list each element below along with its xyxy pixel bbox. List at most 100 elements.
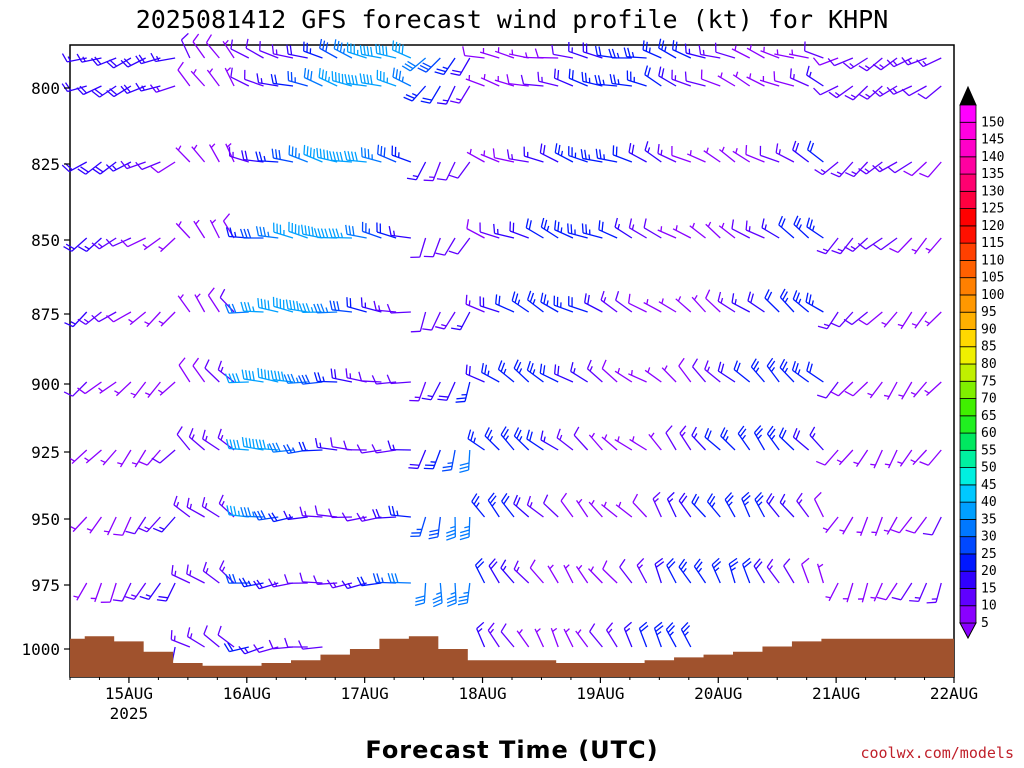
barb-full-feather bbox=[446, 536, 456, 541]
wind-barb bbox=[588, 432, 603, 451]
barb-full-feather bbox=[658, 66, 662, 77]
barb-full-feather bbox=[857, 242, 867, 250]
wind-barb bbox=[346, 42, 367, 59]
wind-barb bbox=[414, 582, 427, 607]
barb-half-feather bbox=[192, 68, 197, 75]
barb-full-feather bbox=[202, 429, 206, 440]
barb-half-feather bbox=[518, 368, 523, 374]
barb-full-feather bbox=[106, 61, 114, 69]
barb-half-feather bbox=[226, 67, 232, 72]
wind-barb bbox=[792, 140, 810, 163]
barb-full-feather bbox=[570, 224, 573, 234]
wind-barb bbox=[746, 44, 765, 59]
barb-full-feather bbox=[554, 143, 558, 153]
barb-half-feather bbox=[210, 143, 216, 149]
barb-full-feather bbox=[513, 494, 518, 505]
wind-barb bbox=[570, 362, 589, 383]
wind-barb bbox=[152, 516, 176, 533]
barb-half-feather bbox=[907, 59, 912, 65]
barb-half-feather bbox=[117, 462, 123, 465]
wind-barb bbox=[328, 508, 352, 519]
wind-barb bbox=[77, 311, 102, 325]
wind-barb bbox=[222, 39, 235, 59]
barb-full-feather bbox=[844, 246, 854, 253]
plot-frame bbox=[69, 44, 955, 678]
barb-half-feather bbox=[196, 293, 201, 299]
barb-full-feather bbox=[755, 561, 763, 570]
wind-barb bbox=[225, 439, 249, 451]
wind-barb bbox=[792, 290, 810, 313]
barb-half-feather bbox=[638, 564, 643, 569]
wind-barb bbox=[386, 303, 411, 314]
barb-full-feather bbox=[750, 293, 754, 303]
barb-full-feather bbox=[366, 46, 370, 56]
barb-half-feather bbox=[631, 224, 635, 230]
colorbar-swatch bbox=[959, 208, 977, 227]
barb-half-feather bbox=[273, 581, 278, 587]
barb-full-feather bbox=[794, 363, 799, 373]
barb-half-feather bbox=[771, 434, 776, 440]
wind-barb bbox=[652, 491, 662, 518]
barb-half-feather bbox=[798, 298, 802, 304]
wind-barb bbox=[202, 561, 220, 584]
wind-barb bbox=[887, 161, 913, 174]
barb-full-feather bbox=[459, 469, 469, 474]
barb-full-feather bbox=[919, 172, 929, 178]
barb-half-feather bbox=[220, 366, 224, 373]
barb-full-feather bbox=[283, 374, 289, 384]
barb-shaft bbox=[801, 564, 810, 584]
barb-full-feather bbox=[872, 63, 882, 71]
barb-full-feather bbox=[332, 151, 337, 161]
barb-full-feather bbox=[205, 34, 213, 44]
barb-full-feather bbox=[733, 360, 738, 370]
barb-full-feather bbox=[796, 492, 803, 502]
barb-half-feather bbox=[849, 62, 855, 68]
barb-full-feather bbox=[235, 373, 240, 383]
wind-barb bbox=[474, 557, 486, 584]
barb-full-feather bbox=[709, 495, 716, 505]
barb-full-feather bbox=[152, 527, 163, 533]
barb-full-feather bbox=[138, 527, 148, 533]
colorbar-swatch bbox=[959, 139, 977, 158]
barb-full-feather bbox=[922, 532, 933, 536]
barb-full-feather bbox=[360, 147, 363, 157]
barb-full-feather bbox=[526, 360, 531, 371]
barb-half-feather bbox=[489, 435, 494, 442]
barb-full-feather bbox=[606, 622, 614, 631]
barb-shaft bbox=[204, 367, 220, 383]
barb-full-feather bbox=[468, 365, 471, 376]
wind-barb bbox=[124, 582, 147, 601]
wind-barb bbox=[448, 161, 471, 179]
barb-full-feather bbox=[298, 375, 304, 385]
barb-full-feather bbox=[241, 369, 245, 380]
barb-full-feather bbox=[684, 71, 687, 82]
wind-barb bbox=[462, 46, 485, 59]
barb-full-feather bbox=[809, 142, 815, 153]
colorbar-label: 55 bbox=[981, 443, 997, 458]
wind-barb bbox=[693, 558, 707, 584]
barb-full-feather bbox=[371, 444, 377, 454]
wind-barb bbox=[131, 449, 147, 468]
barb-half-feather bbox=[487, 370, 490, 376]
wind-barb bbox=[759, 76, 780, 87]
barb-half-feather bbox=[924, 389, 930, 394]
wind-barb bbox=[680, 622, 692, 648]
wind-barb bbox=[704, 360, 721, 383]
barb-shaft bbox=[865, 237, 883, 250]
wind-barb bbox=[156, 582, 176, 602]
barb-full-feather bbox=[369, 74, 373, 85]
barb-shaft bbox=[302, 646, 323, 650]
barb-full-feather bbox=[529, 362, 534, 373]
barb-full-feather bbox=[328, 508, 333, 518]
wind-barb bbox=[207, 287, 220, 313]
wind-barb bbox=[705, 221, 721, 239]
barb-full-feather bbox=[225, 227, 230, 237]
barb-half-feather bbox=[822, 527, 829, 531]
barb-full-feather bbox=[391, 505, 396, 516]
wind-barb bbox=[386, 374, 411, 385]
barb-full-feather bbox=[553, 68, 556, 79]
barb-full-feather bbox=[446, 598, 457, 604]
wind-barb bbox=[830, 161, 854, 178]
barb-half-feather bbox=[560, 227, 563, 233]
colorbar-swatch bbox=[959, 536, 977, 555]
